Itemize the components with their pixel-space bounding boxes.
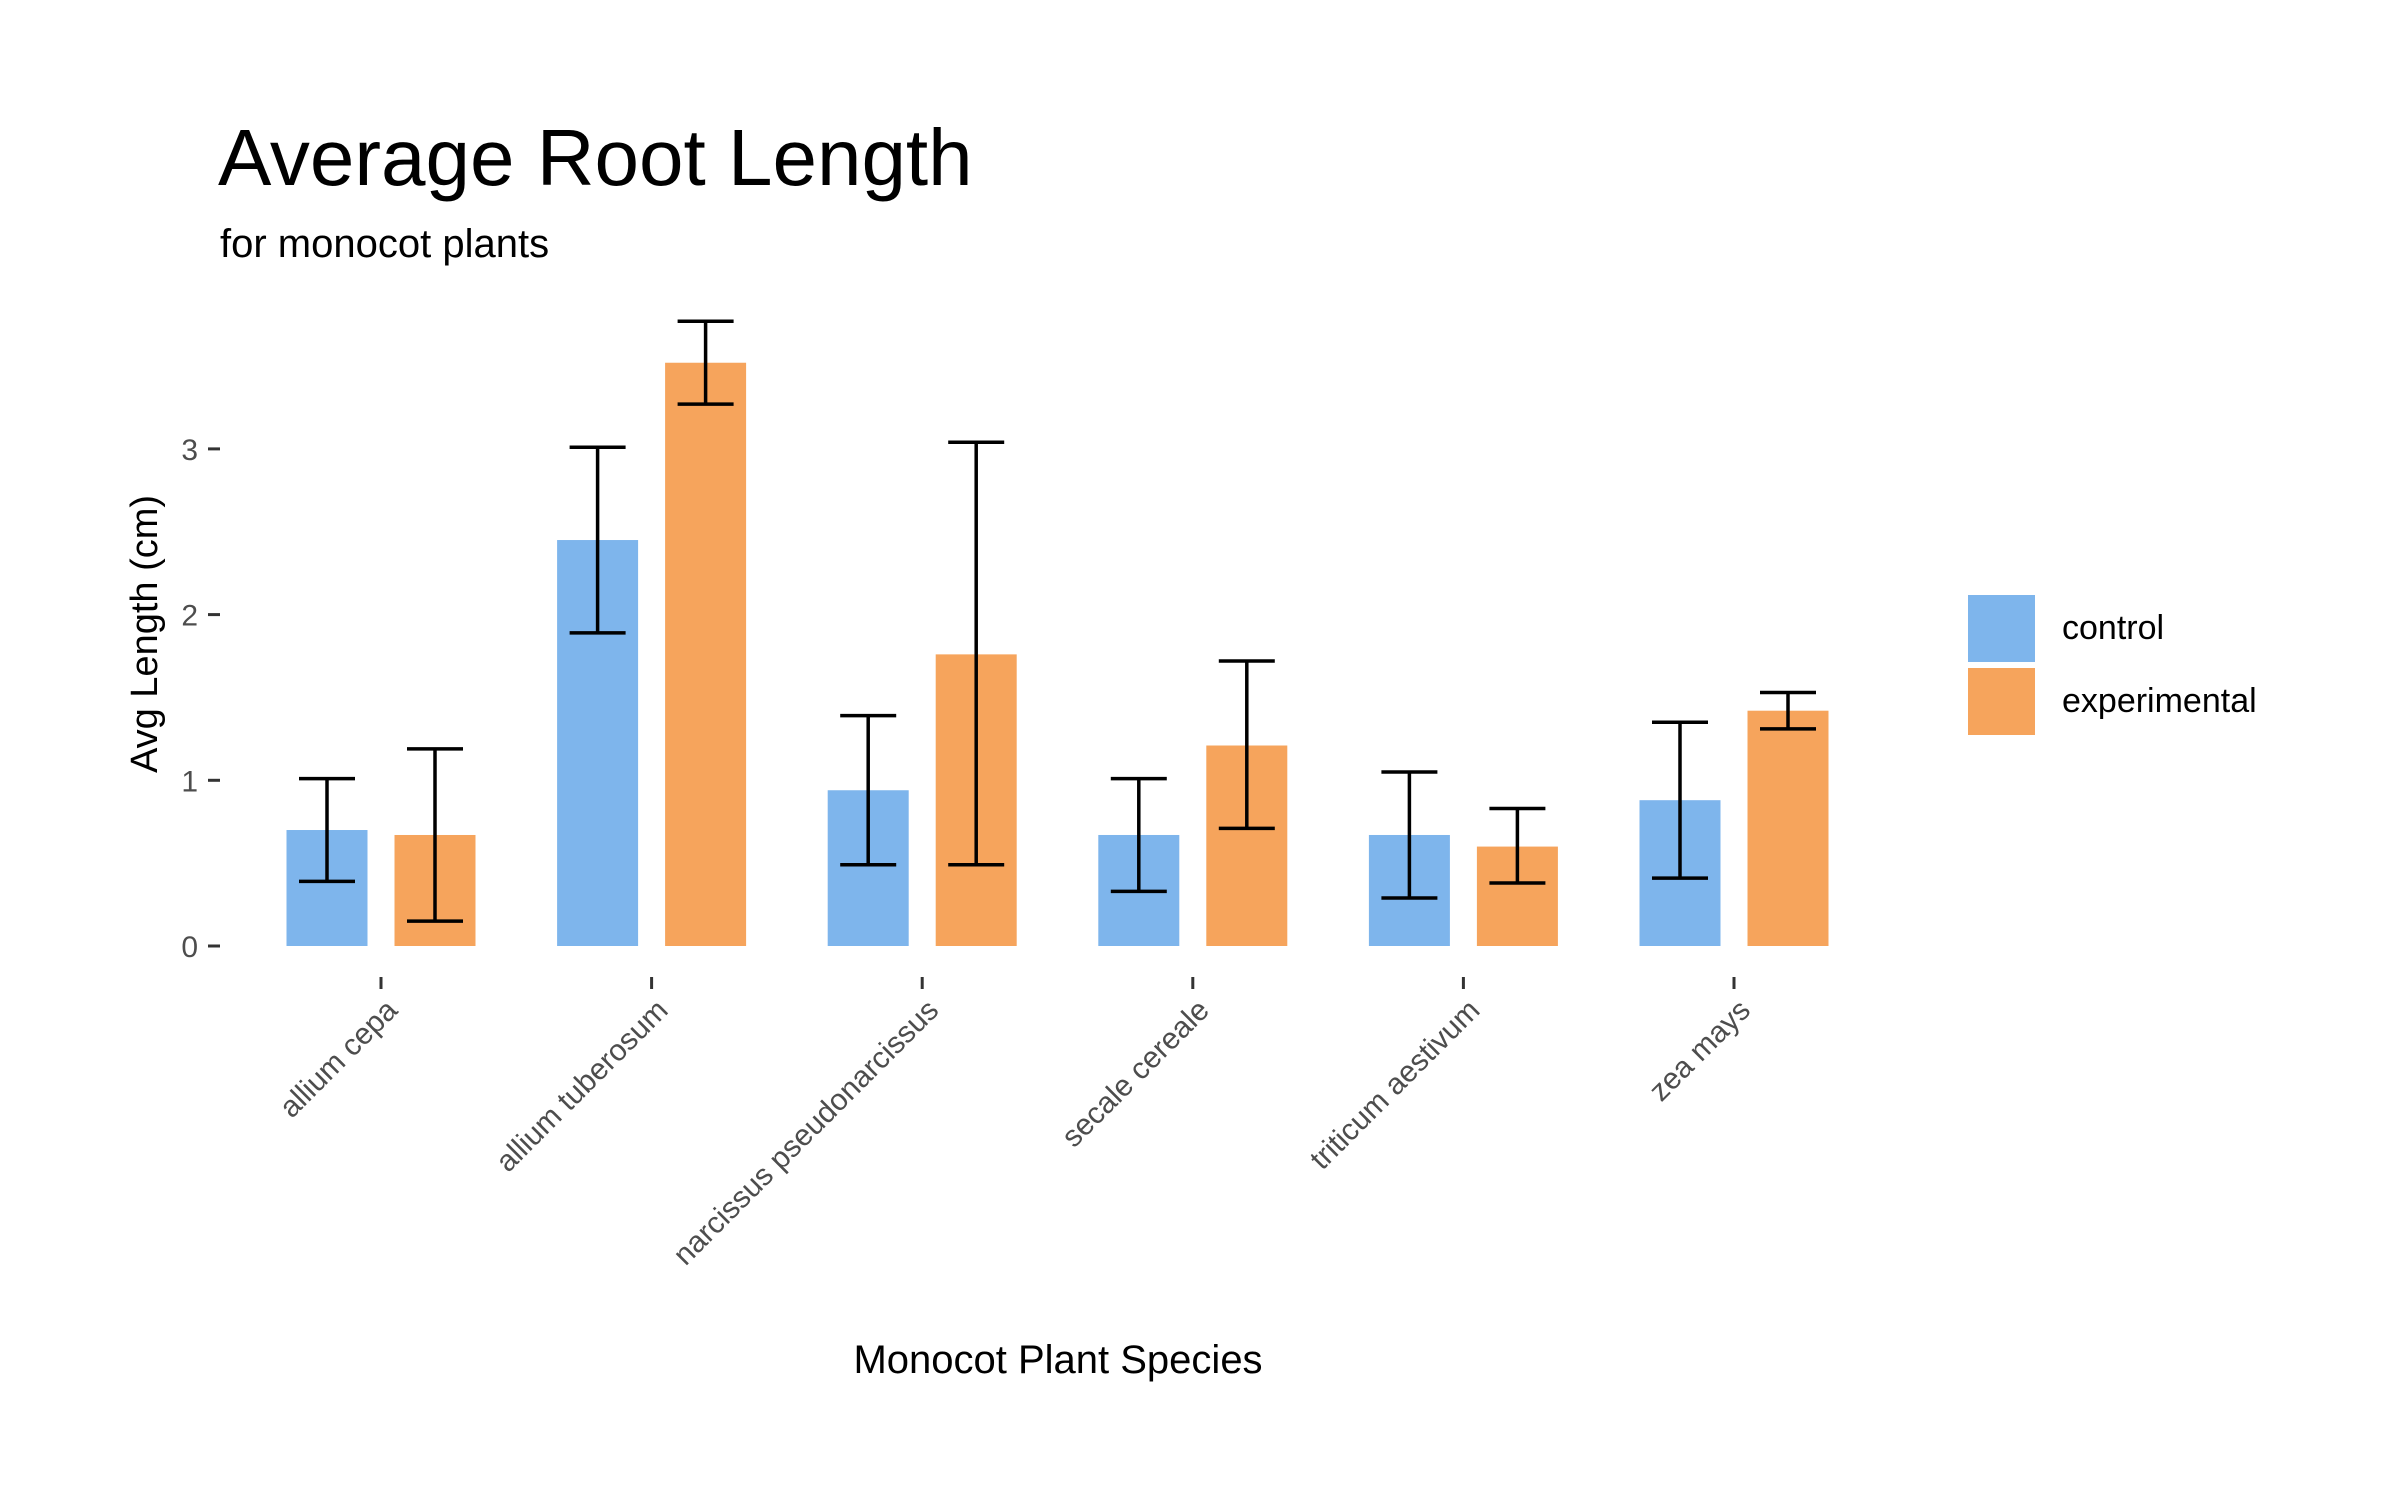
- error-bar-control: [299, 776, 355, 884]
- y-tick-label: 3: [181, 434, 198, 467]
- legend-swatch-experimental: [1968, 668, 2035, 735]
- y-tick-label: 1: [181, 765, 198, 798]
- x-axis-title: Monocot Plant Species: [853, 1338, 1262, 1382]
- legend: control experimental: [1968, 592, 2257, 738]
- bar-experimental: [665, 362, 747, 947]
- error-bar-control: [569, 445, 626, 635]
- error-bar-experimental: [677, 319, 734, 406]
- legend-item-control: control: [1968, 592, 2257, 665]
- chart-title: Average Root Length: [218, 113, 973, 202]
- error-bar-experimental: [1760, 690, 1816, 731]
- error-bar-control: [840, 713, 897, 867]
- x-tick-label: allium tuberosum: [490, 994, 675, 1179]
- y-tick-label: 2: [181, 600, 198, 633]
- error-bar-experimental: [948, 440, 1005, 867]
- error-bars: [299, 319, 1816, 923]
- chart-subtitle: for monocot plants: [220, 222, 550, 266]
- bar-experimental: [1747, 710, 1829, 946]
- y-tick-label: 0: [181, 931, 198, 964]
- error-bar-control: [1381, 770, 1438, 900]
- x-tick-label: triticum aestivum: [1304, 994, 1486, 1176]
- x-tick-label: allium cepa: [273, 993, 404, 1124]
- x-tick-label: narcissus pseudonarcissus: [667, 994, 945, 1272]
- legend-label-control: control: [2062, 609, 2165, 647]
- y-axis: 0 1 2 3: [181, 434, 220, 964]
- x-tick-label: secale cereale: [1056, 994, 1216, 1154]
- y-axis-title: Avg Length (cm): [124, 495, 166, 773]
- x-tick-label: zea mays: [1643, 994, 1757, 1108]
- error-bar-experimental: [1218, 659, 1275, 831]
- bars: [286, 362, 1829, 947]
- legend-swatch-control: [1968, 595, 2035, 662]
- error-bar-control: [1652, 720, 1708, 880]
- legend-item-experimental: experimental: [1968, 665, 2257, 738]
- error-bar-experimental: [1489, 806, 1546, 885]
- error-bar-control: [1110, 776, 1167, 894]
- error-bar-experimental: [407, 747, 463, 923]
- legend-label-experimental: experimental: [2062, 682, 2257, 720]
